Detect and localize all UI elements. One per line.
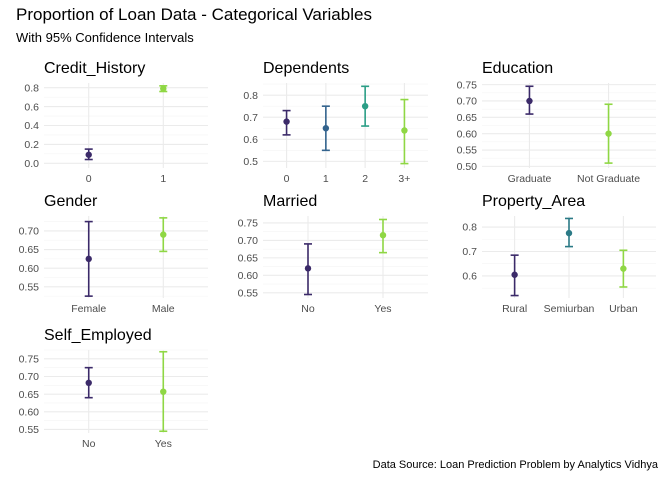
x-tick-label: 0 (284, 173, 290, 185)
y-tick-label: 0.5 (243, 156, 258, 168)
y-tick-label: 0.70 (238, 235, 259, 247)
data-point (160, 231, 167, 238)
y-tick-label: 0.0 (24, 158, 39, 170)
y-tick-label: 0.65 (238, 253, 259, 265)
data-point (85, 255, 92, 263)
data-point (85, 379, 92, 387)
data-point (160, 388, 167, 395)
y-tick-label: 0.60 (19, 407, 40, 419)
data-point (565, 229, 573, 237)
data-point (401, 127, 408, 134)
y-tick-label: 0.75 (238, 218, 259, 230)
x-tick-label: 1 (160, 173, 166, 185)
x-tick-label: Semiurban (544, 303, 595, 315)
facet-panel-credit-history: Credit_History 0.0 0.2 0.4 0.6 0.8 0 1 (24, 60, 208, 185)
panel-title: Property_Area (482, 193, 585, 210)
y-tick-label: 0.7 (462, 246, 477, 258)
x-tick-label: Female (71, 303, 106, 315)
y-tick-label: 0.75 (19, 354, 40, 366)
x-tick-label: No (82, 438, 96, 450)
y-tick-label: 0.8 (243, 90, 258, 102)
x-tick-label: Urban (609, 303, 638, 315)
y-tick-label: 0.75 (457, 79, 478, 91)
x-tick-label: 2 (362, 173, 368, 185)
x-tick-label: Male (152, 303, 175, 315)
chart-title: Proportion of Loan Data - Categorical Va… (16, 5, 372, 24)
y-tick-label: 0.70 (19, 371, 40, 383)
y-tick-label: 0.6 (243, 134, 258, 146)
x-tick-label: 3+ (398, 173, 410, 185)
y-tick-label: 0.55 (19, 282, 40, 294)
y-tick-label: 0.8 (462, 222, 477, 234)
data-point (322, 125, 330, 132)
facet-panel-property-area: Property_Area 0.6 0.7 0.8 Rural Semiurban Urba… (462, 193, 656, 315)
x-tick-label: Not Graduate (577, 173, 640, 185)
x-tick-label: Yes (155, 438, 172, 450)
y-tick-label: 0.4 (24, 120, 39, 132)
y-tick-label: 0.6 (462, 271, 477, 283)
facet-panel-self-employed: Self_Employed 0.55 0.60 0.65 0.70 0.75 No Yes (19, 327, 208, 450)
y-tick-label: 0.55 (19, 424, 40, 436)
y-tick-label: 0.55 (238, 287, 259, 299)
facet-panel-dependents: Dependents 0.5 0.6 0.7 0.8 0 1 2 3+ (243, 60, 428, 185)
y-tick-label: 0.60 (19, 263, 40, 275)
data-point (85, 151, 92, 158)
data-point (304, 265, 312, 272)
y-tick-label: 0.60 (238, 270, 259, 282)
x-tick-label: Graduate (508, 173, 552, 185)
data-point (526, 97, 533, 105)
panel-title: Credit_History (44, 60, 145, 77)
y-tick-label: 0.6 (24, 101, 39, 113)
x-tick-label: Yes (374, 303, 391, 315)
data-point (160, 85, 167, 92)
data-point (605, 130, 612, 137)
x-tick-label: 1 (323, 173, 329, 185)
data-point (620, 265, 627, 272)
y-tick-label: 0.2 (24, 139, 39, 151)
data-point (511, 271, 518, 278)
panel-title: Married (263, 193, 317, 210)
data-point (379, 231, 387, 239)
y-tick-label: 0.7 (243, 112, 258, 124)
y-tick-label: 0.65 (457, 112, 478, 124)
panel-title: Education (482, 60, 553, 77)
x-tick-label: 0 (86, 173, 92, 185)
x-tick-label: Rural (502, 303, 527, 315)
y-tick-label: 0.70 (457, 96, 478, 108)
y-tick-label: 0.50 (457, 161, 478, 173)
chart-subtitle: With 95% Confidence Intervals (16, 30, 194, 45)
y-tick-label: 0.70 (19, 226, 40, 238)
data-point (283, 118, 290, 125)
y-tick-label: 0.60 (457, 128, 478, 140)
y-tick-label: 0.65 (19, 244, 40, 256)
facet-panel-married: Married 0.55 0.60 0.65 0.70 0.75 No Yes (238, 193, 428, 315)
panel-title: Dependents (263, 60, 349, 77)
chart-caption: Data Source: Loan Prediction Problem by … (372, 459, 658, 471)
y-tick-label: 0.65 (19, 389, 40, 401)
panel-title: Gender (44, 193, 98, 210)
data-point (361, 102, 369, 110)
facet-panel-gender: Gender 0.55 0.60 0.65 0.70 Female Male (19, 193, 208, 315)
panel-title: Self_Employed (44, 327, 152, 344)
x-tick-label: No (301, 303, 315, 315)
y-tick-label: 0.55 (457, 145, 478, 157)
y-tick-label: 0.8 (24, 82, 39, 94)
facet-panel-education: Education 0.50 0.55 0.60 0.65 0.70 0.75 Graduat… (457, 60, 656, 185)
